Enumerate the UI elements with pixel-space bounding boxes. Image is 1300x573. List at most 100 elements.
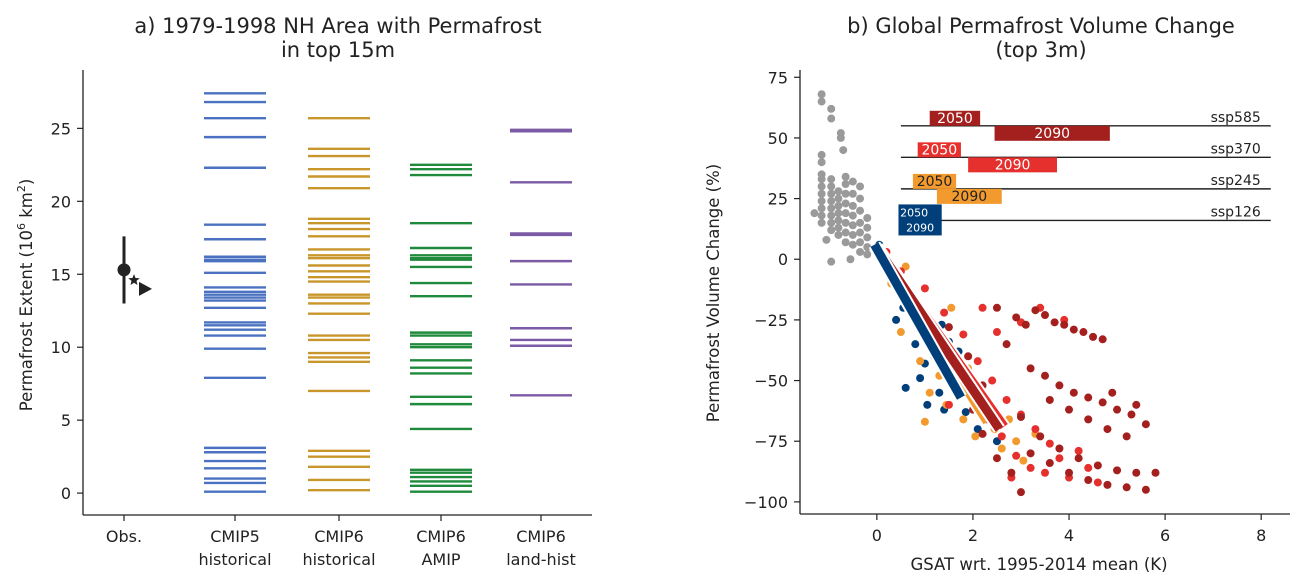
panel-b-marks: [810, 90, 1160, 497]
point-ssp585: [1012, 313, 1021, 322]
point-ssp245: [896, 328, 905, 337]
gray-point: [841, 209, 850, 218]
point-ssp585: [1002, 340, 1011, 349]
panel-b-ytick-label: −100: [744, 493, 788, 512]
point-ssp585: [1093, 461, 1102, 470]
panel-b-xtick-label: 0: [872, 526, 882, 545]
panel-a-ytick-label: 0: [61, 484, 71, 503]
point-ssp370: [1074, 446, 1083, 455]
point-ssp585: [1141, 420, 1150, 429]
gray-point: [817, 90, 826, 99]
box-2050-ssp126: [898, 204, 942, 236]
point-ssp585: [1084, 476, 1093, 485]
gray-point: [841, 218, 850, 227]
box-2050-label-ssp126: 2050: [900, 206, 928, 219]
box-2090-label-ssp245: 2090: [952, 189, 988, 205]
panel-b-xtick-label: 8: [1256, 526, 1266, 545]
point-ssp370: [944, 400, 953, 409]
point-ssp370: [1045, 439, 1054, 448]
point-ssp126: [911, 340, 920, 349]
obs-point: [117, 263, 131, 277]
gray-point: [817, 97, 826, 106]
gray-point: [827, 182, 836, 191]
panel-a-ytick-label: 5: [61, 411, 71, 430]
scenario-label-ssp585: ssp585: [1211, 110, 1261, 126]
panel-a-axes: 0 5 10 15 20 25 Obs. CMIP5 historical CMIP6 histor…: [51, 70, 592, 569]
point-ssp370: [1055, 454, 1064, 463]
point-ssp585: [964, 352, 973, 361]
gray-point: [834, 194, 843, 203]
point-ssp370: [992, 328, 1001, 337]
panel-a-ylabel: Permafrost Extent (106 km2): [15, 179, 36, 412]
panel-b-xlabel: GSAT wrt. 1995-2014 mean (K): [910, 555, 1167, 573]
point-ssp585: [1065, 405, 1074, 414]
obs-star-marker: [128, 274, 140, 285]
scenario-label-ssp126: ssp126: [1211, 204, 1261, 220]
point-ssp585: [992, 303, 1001, 312]
panel-b-ytick-label: 75: [768, 68, 788, 87]
point-ssp370: [973, 357, 982, 366]
point-ssp585: [1098, 398, 1107, 407]
point-ssp585: [1113, 466, 1122, 475]
panel-a-ylabel-text: Permafrost Extent (106 km2): [15, 179, 36, 412]
panel-b-ytick-label: −50: [754, 372, 788, 391]
gray-point: [841, 172, 850, 181]
point-ssp585: [1132, 468, 1141, 477]
panel-b-axes: 75 50 25 0 −25 −50 −75 −100 0 2 4 6 8: [744, 68, 1290, 545]
gray-point: [863, 214, 872, 222]
panel-b-ytick-label: 25: [768, 190, 788, 209]
point-ssp126: [923, 400, 932, 409]
point-ssp245: [1019, 456, 1028, 465]
point-ssp585: [1084, 393, 1093, 402]
panel-a-title-line2: in top 15m: [281, 38, 395, 62]
gray-point: [836, 133, 845, 142]
point-ssp585: [1060, 320, 1069, 329]
panel-b-title-line2: (top 3m): [995, 38, 1086, 62]
point-ssp585: [1132, 400, 1141, 409]
point-ssp585: [1045, 459, 1054, 468]
gray-point: [817, 189, 826, 198]
panel-b-xtick-label: 6: [1160, 526, 1170, 545]
point-ssp245: [947, 303, 956, 312]
gray-point: [863, 243, 872, 252]
gray-point: [839, 146, 848, 155]
panel-b: b) Global Permafrost Volume Change (top …: [704, 14, 1290, 573]
point-ssp370: [1026, 463, 1035, 472]
gray-point: [817, 218, 826, 227]
point-ssp585: [992, 454, 1001, 463]
point-ssp370: [920, 284, 929, 293]
panel-a-xtick-label: CMIP5: [210, 527, 260, 546]
gray-point: [827, 104, 836, 113]
point-ssp585: [1108, 388, 1117, 397]
panel-a-xtick-label: CMIP6: [314, 527, 364, 546]
point-ssp245: [997, 444, 1006, 453]
point-ssp126: [901, 383, 910, 392]
panel-b-xtick-label: 4: [1064, 526, 1074, 545]
point-ssp585: [1026, 364, 1035, 373]
gray-point: [817, 158, 826, 167]
gray-point: [817, 175, 826, 184]
gray-point: [834, 223, 843, 232]
panel-a-xtick-label-line2: historical: [198, 550, 271, 569]
gray-point: [856, 182, 865, 191]
box-2090-ssp585: [994, 125, 1110, 141]
panel-a-ytick-label: 10: [51, 338, 71, 357]
gray-point: [817, 150, 826, 159]
gray-point: [841, 189, 850, 198]
gray-point: [834, 209, 843, 218]
point-ssp126: [916, 374, 925, 383]
gray-point: [863, 233, 872, 242]
gray-point: [827, 189, 836, 198]
box-2090-ssp245: [936, 188, 1002, 204]
point-ssp370: [1084, 463, 1093, 472]
gray-point: [848, 240, 857, 249]
point-ssp370: [1002, 395, 1011, 404]
panel-b-ytick-label: 50: [768, 129, 788, 148]
panel-a-xtick-label-line2: historical: [302, 550, 375, 569]
gray-point: [817, 197, 826, 206]
box-2050-ssp245: [912, 173, 957, 189]
panel-a: a) 1979-1998 NH Area with Permafrost in …: [15, 14, 592, 569]
gray-point: [848, 177, 857, 186]
point-ssp370: [1012, 451, 1021, 460]
